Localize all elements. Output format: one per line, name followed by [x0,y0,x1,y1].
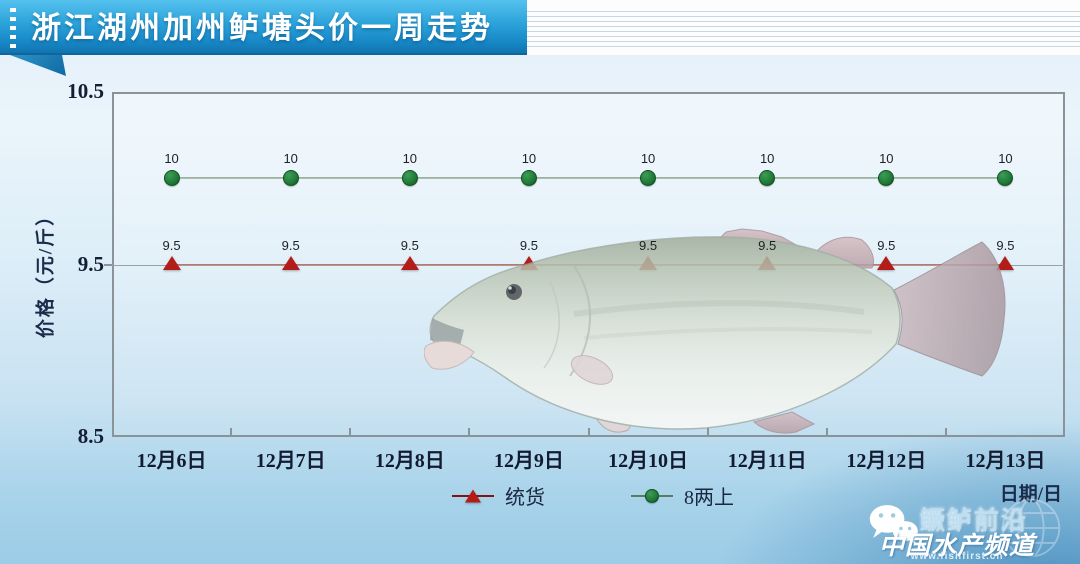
x-axis-label: 12月9日 [493,450,564,472]
data-point-label: 9.5 [400,237,419,253]
data-point-circle [997,170,1014,187]
data-point-label: 9.5 [639,237,658,253]
corner-shade [720,424,1080,564]
data-point-label: 9.5 [281,237,300,253]
data-point-circle [163,170,180,187]
legend-label: 8两上 [684,487,734,509]
data-point-label: 10 [998,151,1013,167]
legend-marker-line [631,488,673,503]
data-point-label: 10 [521,151,537,167]
x-axis-label: 12月12日 [846,450,927,472]
banner-pinstripes [527,0,1080,55]
data-point-circle [401,170,418,187]
watermark-brand: 鳜鲈前沿 [920,507,1029,535]
x-axis-label: 12月8日 [374,450,445,472]
y-tick-mark [104,263,112,266]
series-line-8两上 [171,177,1006,180]
x-axis-label: 12月6日 [136,450,207,472]
data-point-label: 10 [640,151,656,167]
watermark-channel: 中国水产频道 [878,532,1035,560]
data-point-label: 9.5 [162,237,181,253]
data-point-triangle [877,255,896,270]
data-point-label: 9.5 [519,237,538,253]
legend-circle-icon [645,488,659,503]
data-point-circle [282,170,299,187]
data-point-label: 10 [283,151,298,167]
data-point-label: 10 [879,151,894,167]
x-tick-mark [706,428,709,435]
x-axis-label: 12月7日 [255,450,326,472]
y-tick-label: 9.5 [77,251,104,276]
data-point-triangle [162,255,181,270]
wechat-icon [869,505,918,545]
x-tick-mark [468,428,471,435]
data-point-label: 9.5 [996,237,1015,253]
page-title: 浙江湖州加州鲈塘头价一周走势 [31,12,493,45]
x-axis-label: 12月10日 [608,450,689,472]
legend-item-8两上: 8两上 [631,481,734,510]
data-point-triangle [400,255,419,270]
chart-legend: 统货 8两上 [452,481,734,510]
data-point-label: 9.5 [758,237,777,253]
data-point-circle [520,170,537,187]
y-tick-label: 8.5 [77,424,104,448]
x-tick-mark [944,428,947,435]
data-point-circle [759,170,776,187]
data-point-label: 10 [402,151,418,167]
data-point-label: 10 [164,151,179,167]
fish-image [424,228,1006,434]
x-tick-mark [230,428,233,435]
data-point-label: 10 [759,151,775,167]
watermark-url: www.fishfirst.cn [910,551,1004,562]
data-point-label: 9.5 [877,237,896,253]
x-tick-mark [587,428,590,435]
legend-triangle-icon [465,489,481,502]
x-axis-title: 日期/日 [999,484,1062,505]
legend-item-统货: 统货 [452,481,545,510]
title-banner: 浙江湖州加州鲈塘头价一周走势 [0,0,527,55]
y-tick-label: 10.5 [67,79,104,103]
legend-label: 统货 [505,487,545,509]
data-point-circle [878,170,895,187]
banner-dashed-line [10,8,16,48]
data-point-circle [640,170,657,187]
x-axis-label: 12月11日 [727,450,807,472]
x-tick-mark [349,428,352,435]
globe-icon [1001,498,1061,558]
x-axis-label: 12月13日 [965,450,1046,472]
watermark: 鳜鲈前沿 中国水产频道 www.fishfirst.cn [866,498,1066,562]
x-tick-mark [825,428,828,435]
legend-marker-line [452,489,494,502]
data-point-triangle [996,255,1015,270]
data-point-triangle [281,255,300,270]
